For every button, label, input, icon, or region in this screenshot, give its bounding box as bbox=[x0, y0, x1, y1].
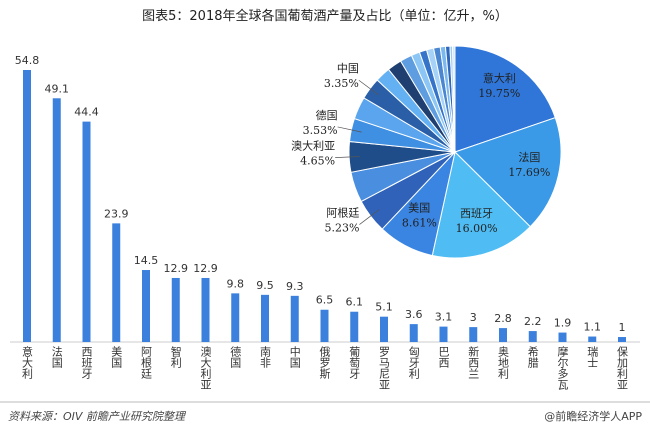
chart-title: 图表5：2018年全球各国葡萄酒产量及占比（单位：亿升，%） bbox=[142, 8, 508, 24]
value-label: 1 bbox=[619, 321, 626, 334]
source: 资料来源：OIV 前瞻产业研究院整理 bbox=[8, 410, 187, 423]
value-label: 23.9 bbox=[104, 207, 129, 220]
x-tick-label: 罗马尼亚 bbox=[378, 346, 391, 390]
pie-label: 阿根廷 bbox=[326, 206, 359, 220]
x-tick-label: 奥地利 bbox=[497, 345, 510, 379]
bar bbox=[171, 277, 180, 342]
value-label: 54.8 bbox=[15, 54, 40, 67]
pie-value-label: 19.75% bbox=[478, 87, 520, 100]
value-label: 9.3 bbox=[286, 280, 304, 293]
pie-label: 美国 bbox=[408, 201, 430, 214]
value-label: 3 bbox=[470, 311, 477, 324]
value-label: 3.6 bbox=[405, 308, 423, 321]
pie-label: 中国 bbox=[337, 62, 359, 75]
bar bbox=[112, 223, 121, 342]
x-tick-label: 阿根廷 bbox=[140, 346, 153, 380]
x-tick-label: 葡萄牙 bbox=[348, 346, 361, 380]
value-label: 14.5 bbox=[134, 254, 159, 267]
bar bbox=[380, 316, 388, 342]
credit: @前瞻经济学人APP bbox=[544, 409, 642, 423]
value-label: 5.1 bbox=[375, 301, 393, 314]
x-tick-label: 澳大利亚 bbox=[199, 346, 212, 390]
pie-label: 德国 bbox=[316, 108, 338, 122]
x-tick-label: 摩尔多瓦 bbox=[556, 345, 569, 390]
pie-label: 西班牙 bbox=[460, 207, 493, 220]
leader-line bbox=[358, 79, 379, 96]
x-tick-label: 智利 bbox=[169, 345, 182, 368]
x-tick-label: 中国 bbox=[288, 346, 301, 369]
value-label: 12.9 bbox=[164, 262, 189, 275]
x-tick-label: 俄罗斯 bbox=[318, 346, 331, 380]
x-tick-label: 巴西 bbox=[437, 346, 450, 368]
bar bbox=[439, 326, 448, 342]
value-label: 3.1 bbox=[435, 311, 453, 324]
pie-label: 澳大利亚 bbox=[291, 139, 335, 153]
value-label: 6.1 bbox=[346, 296, 364, 309]
bar bbox=[142, 270, 150, 342]
pie-label: 法国 bbox=[518, 150, 540, 164]
pie-value-label: 16.00% bbox=[456, 222, 498, 235]
pie-value-label: 3.53% bbox=[303, 124, 338, 137]
bar bbox=[588, 336, 597, 342]
value-label: 49.1 bbox=[45, 82, 70, 95]
value-label: 9.5 bbox=[256, 279, 274, 292]
bar bbox=[618, 337, 626, 342]
pie-label: 意大利 bbox=[483, 71, 516, 85]
pie-slice bbox=[431, 151, 531, 259]
bar bbox=[528, 331, 537, 342]
value-label: 9.8 bbox=[227, 277, 245, 290]
x-tick-label: 德国 bbox=[229, 345, 242, 369]
x-tick-label: 新西兰 bbox=[467, 345, 480, 379]
pie-value-label: 3.35% bbox=[324, 77, 359, 90]
value-label: 2.2 bbox=[524, 315, 542, 328]
value-label: 6.5 bbox=[316, 294, 334, 307]
bar bbox=[320, 309, 329, 342]
pie-value-label: 8.61% bbox=[402, 216, 437, 229]
bar bbox=[499, 328, 507, 342]
pie-value-label: 17.69% bbox=[508, 166, 550, 179]
leader-line bbox=[359, 209, 380, 225]
value-label: 1.9 bbox=[554, 317, 572, 330]
pie-slice bbox=[454, 45, 556, 153]
bar bbox=[52, 98, 61, 343]
x-tick-label: 西班牙 bbox=[80, 346, 93, 380]
bar bbox=[350, 311, 359, 342]
value-label: 2.8 bbox=[494, 312, 512, 325]
bar bbox=[409, 324, 418, 342]
bar bbox=[469, 327, 478, 342]
x-tick-label: 希腊 bbox=[526, 345, 539, 369]
x-tick-label: 法国 bbox=[50, 345, 63, 369]
x-tick-label: 匈牙利 bbox=[407, 345, 420, 379]
pie-value-label: 4.65% bbox=[300, 155, 335, 168]
leader-line bbox=[337, 126, 362, 133]
pie-slice bbox=[452, 45, 456, 153]
bar bbox=[23, 70, 31, 342]
x-tick-label: 瑞士 bbox=[586, 345, 599, 368]
leader-line bbox=[335, 156, 360, 158]
pie-slice bbox=[454, 117, 562, 228]
bar bbox=[261, 294, 269, 342]
value-label: 12.9 bbox=[193, 262, 218, 275]
value-label: 1.1 bbox=[584, 321, 602, 334]
x-tick-label: 南非 bbox=[259, 346, 272, 369]
bar bbox=[82, 121, 91, 342]
x-tick-label: 保加利亚 bbox=[616, 345, 629, 390]
bar bbox=[558, 332, 567, 342]
bar bbox=[201, 277, 210, 342]
x-tick-label: 意大利 bbox=[21, 345, 34, 379]
x-tick-label: 美国 bbox=[110, 346, 123, 369]
value-label: 44.4 bbox=[74, 106, 99, 119]
pie-value-label: 5.23% bbox=[324, 222, 359, 235]
bar bbox=[290, 295, 299, 342]
bar bbox=[231, 293, 240, 342]
